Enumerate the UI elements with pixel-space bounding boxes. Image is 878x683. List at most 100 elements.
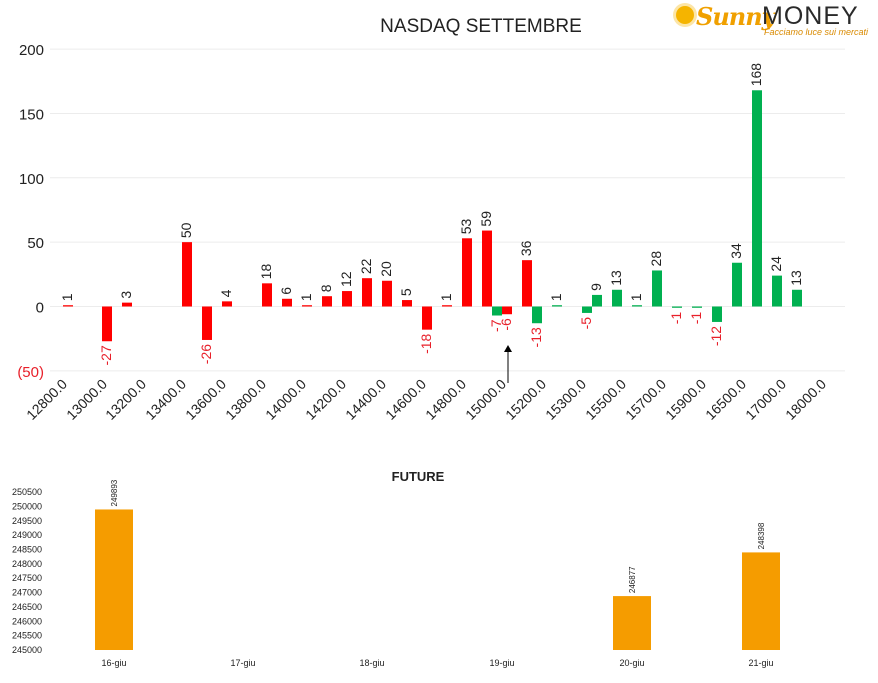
y-tick-label: 150 bbox=[19, 106, 44, 123]
future-x-tick-label: 16-giu bbox=[101, 658, 126, 668]
data-label: 9 bbox=[588, 283, 604, 291]
x-tick-label: 15000.0 bbox=[462, 376, 509, 423]
data-label: 50 bbox=[178, 222, 194, 238]
data-label: 4 bbox=[218, 289, 234, 297]
future-y-tick-label: 248500 bbox=[12, 544, 42, 554]
bar bbox=[262, 283, 272, 307]
bar bbox=[652, 270, 662, 307]
data-label: 34 bbox=[728, 243, 744, 259]
x-tick-label: 15900.0 bbox=[662, 376, 709, 423]
future-y-tick-label: 245500 bbox=[12, 631, 42, 641]
bar bbox=[792, 289, 802, 307]
data-label: 1 bbox=[59, 293, 75, 301]
bar bbox=[522, 260, 532, 307]
bar bbox=[632, 305, 642, 307]
future-y-tick-label: 249000 bbox=[12, 530, 42, 540]
bar bbox=[102, 306, 112, 342]
bar bbox=[122, 302, 132, 307]
x-tick-label: 15200.0 bbox=[502, 376, 549, 423]
y-tick-label: 200 bbox=[19, 42, 44, 59]
data-label: 24 bbox=[768, 256, 784, 272]
bar bbox=[772, 275, 782, 307]
x-tick-label: 14200.0 bbox=[302, 376, 349, 423]
bar bbox=[532, 306, 542, 324]
data-label: -6 bbox=[498, 318, 514, 331]
x-tick-label: 15700.0 bbox=[622, 376, 669, 423]
x-tick-label: 17000.0 bbox=[742, 376, 789, 423]
future-x-tick-label: 17-giu bbox=[230, 658, 255, 668]
chart-title: NASDAQ SETTEMBRE bbox=[380, 16, 582, 37]
future-y-tick-label: 245000 bbox=[12, 645, 42, 655]
bar bbox=[362, 278, 372, 307]
logo-money-text: MONEY bbox=[762, 2, 859, 30]
future-y-tick-label: 248000 bbox=[12, 559, 42, 569]
future-data-label: 248398 bbox=[757, 522, 766, 549]
future-bar bbox=[742, 552, 780, 650]
bar bbox=[322, 296, 332, 307]
bar bbox=[692, 306, 702, 308]
x-tick-label: 14800.0 bbox=[422, 376, 469, 423]
data-label: 8 bbox=[318, 284, 334, 292]
future-title: FUTURE bbox=[392, 469, 445, 484]
data-label: 18 bbox=[258, 264, 274, 280]
data-label: 22 bbox=[358, 258, 374, 274]
sunny-money-logo: Sunny MONEY Facciamo luce sui mercati bbox=[676, 2, 876, 42]
data-label: 13 bbox=[788, 270, 804, 286]
future-y-tick-label: 250000 bbox=[12, 501, 42, 511]
x-tick-label: 18000.0 bbox=[782, 376, 829, 423]
data-label: 168 bbox=[748, 63, 764, 87]
future-x-tick-label: 18-giu bbox=[359, 658, 384, 668]
bar bbox=[382, 280, 392, 307]
bar bbox=[422, 306, 432, 330]
x-tick-label: 13600.0 bbox=[182, 376, 229, 423]
bar bbox=[502, 306, 512, 315]
data-label: -1 bbox=[688, 312, 704, 325]
y-tick-label: 50 bbox=[27, 235, 44, 252]
bar bbox=[202, 306, 212, 340]
data-label: -27 bbox=[98, 345, 114, 365]
data-label: 5 bbox=[398, 288, 414, 296]
bar bbox=[222, 301, 232, 307]
future-chart: FUTURE 245000 245500 246000 246500 247000 2475… bbox=[12, 469, 780, 668]
future-bar bbox=[95, 509, 133, 650]
data-label: 3 bbox=[118, 291, 134, 299]
future-bar bbox=[613, 596, 651, 650]
data-label: 1 bbox=[438, 293, 454, 301]
x-tick-label: 13800.0 bbox=[222, 376, 269, 423]
bar bbox=[582, 306, 592, 313]
x-tick-label: 13400.0 bbox=[142, 376, 189, 423]
x-tick-label: 14000.0 bbox=[262, 376, 309, 423]
data-label: 20 bbox=[378, 261, 394, 277]
sun-icon bbox=[676, 6, 694, 24]
bar bbox=[342, 291, 352, 307]
bar bbox=[442, 305, 452, 307]
data-label: 36 bbox=[518, 240, 534, 256]
data-label: -1 bbox=[668, 312, 684, 325]
data-label: 59 bbox=[478, 211, 494, 227]
annotation-arrow bbox=[504, 345, 512, 383]
data-label: -13 bbox=[528, 327, 544, 347]
future-y-tick-label: 250500 bbox=[12, 487, 42, 497]
data-label: 1 bbox=[628, 293, 644, 301]
x-tick-label: 12800.0 bbox=[23, 376, 70, 423]
data-label: 1 bbox=[298, 293, 314, 301]
arrow-head bbox=[504, 345, 512, 352]
data-label: -26 bbox=[198, 344, 214, 364]
bar bbox=[182, 242, 192, 307]
data-label: 53 bbox=[458, 219, 474, 235]
bar bbox=[462, 238, 472, 307]
bar bbox=[482, 230, 492, 307]
bar bbox=[732, 262, 742, 307]
data-label: -7 bbox=[488, 319, 504, 332]
bar bbox=[752, 90, 762, 307]
x-tick-label: 15300.0 bbox=[542, 376, 589, 423]
x-tick-label: 14600.0 bbox=[382, 376, 429, 423]
bar bbox=[63, 305, 73, 307]
future-y-tick-label: 247500 bbox=[12, 573, 42, 583]
future-data-label: 249893 bbox=[110, 479, 119, 506]
future-y-tick-label: 247000 bbox=[12, 588, 42, 598]
y-tick-label: (50) bbox=[17, 364, 44, 381]
future-x-tick-label: 20-giu bbox=[619, 658, 644, 668]
logo-sunny-text: Sunny bbox=[696, 2, 776, 31]
